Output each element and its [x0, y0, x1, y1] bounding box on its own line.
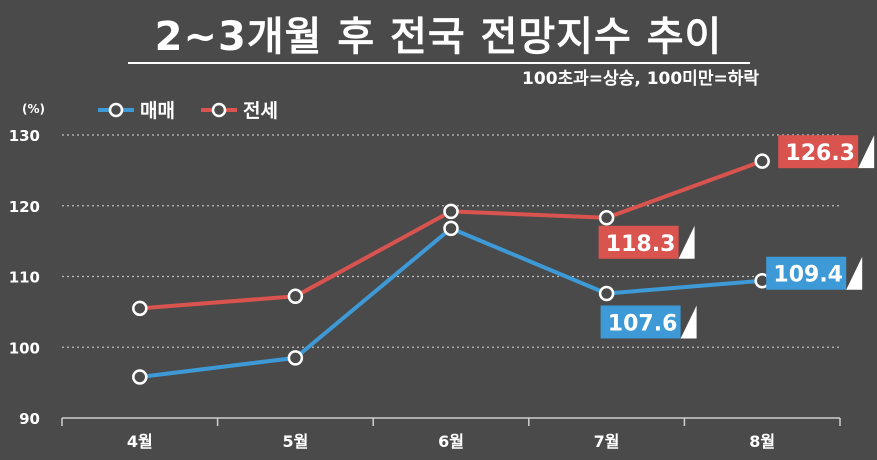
data-point-jeonse: [754, 153, 770, 169]
data-label-box-jeonse: [598, 225, 679, 259]
data-label-sale: 109.4: [773, 263, 843, 288]
data-label-sale: 107.6: [608, 311, 678, 336]
legend-label-jeonse: 전세: [242, 100, 278, 122]
legend-marker-sale: [98, 102, 134, 117]
data-point-sale: [443, 220, 459, 237]
x-tick-label: 6월: [438, 432, 464, 451]
chart-title: 2~3개월 후 전국 전망지수 추이: [154, 14, 723, 60]
data-label-jeonse: 126.3: [785, 141, 855, 166]
data-point-jeonse: [287, 288, 304, 305]
x-tick-label: 4월: [127, 432, 153, 451]
data-point-sale: [287, 350, 304, 366]
data-label-flag-sale: [680, 305, 697, 339]
data-label-flag-sale: [846, 256, 863, 290]
data-label-box-sale: [600, 305, 681, 339]
legend-item-sale: 매매: [96, 96, 175, 123]
x-tick-label: 5월: [282, 432, 308, 451]
y-tick-label: 100: [9, 339, 40, 357]
title-underline: [128, 62, 750, 64]
data-point-sale: [132, 369, 148, 385]
legend-marker-jeonse: [200, 102, 237, 117]
legend: 매매 전세: [96, 96, 302, 123]
y-tick-label: 130: [9, 127, 40, 145]
legend-item-jeonse: 전세: [199, 96, 278, 123]
data-label-box-jeonse: [778, 135, 859, 169]
data-label-flag-jeonse: [678, 225, 695, 259]
x-tick-label: 8월: [749, 432, 775, 451]
data-point-jeonse: [443, 203, 459, 220]
data-label-jeonse: 118.3: [606, 232, 676, 257]
data-point-sale: [598, 285, 615, 302]
data-label-box-sale: [766, 256, 847, 290]
chart-subtitle: 100초과=상승, 100미만=하락: [522, 69, 759, 89]
legend-label-sale: 매매: [140, 100, 175, 122]
y-tick-label: 110: [9, 269, 40, 287]
y-axis-unit: (%): [22, 102, 45, 116]
data-point-jeonse: [598, 210, 615, 226]
y-tick-label: 90: [19, 410, 40, 428]
data-point-jeonse: [132, 300, 148, 317]
x-tick-label: 7월: [594, 432, 620, 451]
data-label-flag-jeonse: [858, 135, 875, 169]
y-tick-label: 120: [9, 198, 40, 216]
